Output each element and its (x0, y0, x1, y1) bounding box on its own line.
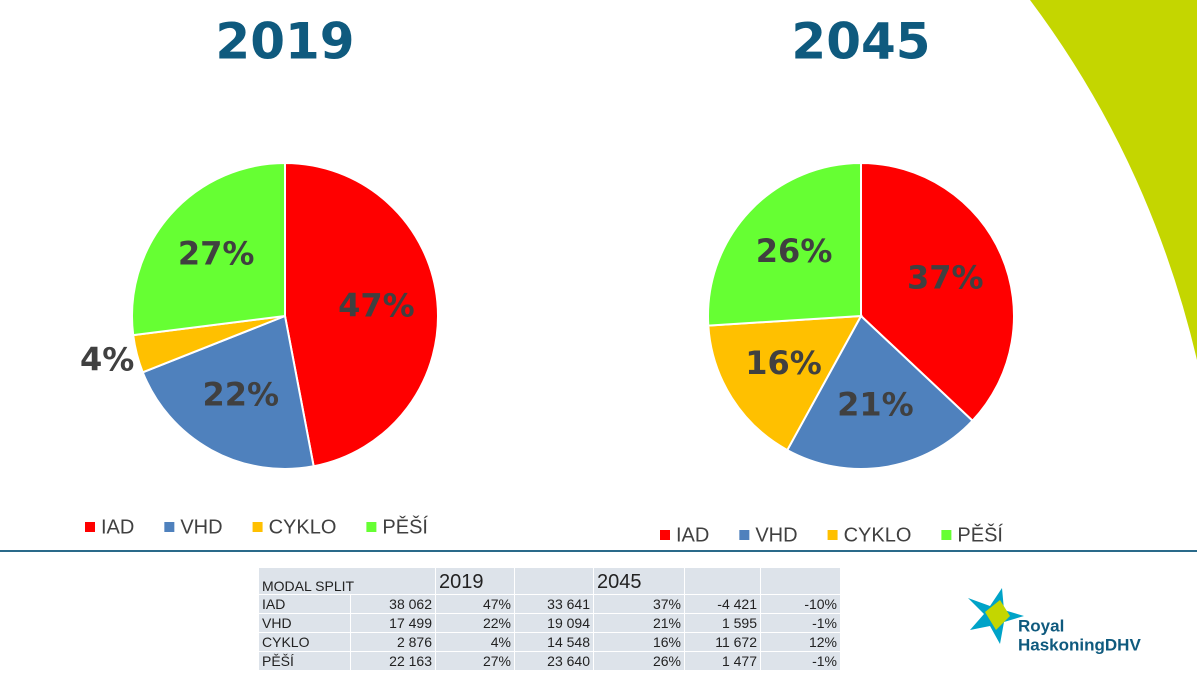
pie-slice (131, 161, 286, 337)
table-cell: 21% (593, 613, 685, 633)
data-label: 21% (837, 386, 914, 424)
table-cell: 19 094 (514, 613, 594, 633)
table-year: 2019 (435, 567, 515, 595)
data-label: 16% (745, 344, 822, 382)
pie-slice (707, 161, 862, 327)
data-label: 22% (202, 375, 279, 413)
data-label: 4% (80, 341, 134, 379)
pie-slice (707, 314, 863, 452)
legend-swatch (941, 530, 952, 540)
legend-label: CYKLO (269, 516, 337, 538)
pie-slice (141, 314, 315, 470)
legend-swatch (164, 522, 175, 532)
pie-slice (860, 161, 1015, 423)
legend-swatch (366, 522, 377, 532)
table-cell: 2 876 (350, 632, 436, 652)
table-cell: -4 421 (684, 594, 761, 614)
legend-label: VHD (755, 524, 797, 546)
table-title: MODAL SPLIT (258, 567, 436, 595)
legend-swatch (827, 530, 838, 540)
table-cell: -1% (760, 651, 841, 671)
table-year: 2045 (593, 567, 685, 595)
table-cell: 1 477 (684, 651, 761, 671)
pie-slice (785, 314, 974, 470)
table-cell: 23 640 (514, 651, 594, 671)
table-cell: 37% (593, 594, 685, 614)
table-cell: -1% (760, 613, 841, 633)
table-cell: 33 641 (514, 594, 594, 614)
table-cell: 17 499 (350, 613, 436, 633)
table-cell: -10% (760, 594, 841, 614)
legend-label: IAD (101, 516, 134, 538)
data-label: 26% (756, 232, 833, 270)
table-cell: 27% (435, 651, 515, 671)
pie-slice (284, 161, 439, 468)
table-cell: 14 548 (514, 632, 594, 652)
table-cell: 22 163 (350, 651, 436, 671)
data-label: 47% (338, 286, 415, 324)
legend-label: CYKLO (844, 524, 912, 546)
legend-label: PĚŠÍ (382, 515, 428, 538)
chart-title: 2019 (215, 13, 354, 71)
table-cell: 12% (760, 632, 841, 652)
legend-swatch (739, 530, 750, 540)
table-cell: CYKLO (257, 632, 352, 652)
legend-label: PĚŠÍ (957, 523, 1003, 546)
modal-split-table: MODAL SPLIT 2019 2045 IAD 38 062 47% 33 641 37… (257, 567, 841, 671)
legend-swatch (660, 530, 670, 540)
logo-star-inner (985, 600, 1010, 630)
legend-swatch (85, 522, 95, 532)
table-cell: 11 672 (684, 632, 761, 652)
data-label: 27% (178, 234, 255, 272)
table-cell: 22% (435, 613, 515, 633)
legend-label: IAD (676, 524, 709, 546)
table-cell: IAD (257, 594, 352, 614)
decoration (1030, 0, 1197, 360)
data-label: 37% (907, 259, 984, 297)
table-cell: 16% (593, 632, 685, 652)
logo: Royal HaskoningDHV (968, 588, 1141, 654)
logo-text: Royal (1018, 616, 1064, 635)
table-cell: 38 062 (350, 594, 436, 614)
table-cell: 4% (435, 632, 515, 652)
logo-text: HaskoningDHV (1018, 635, 1141, 654)
table-cell: 26% (593, 651, 685, 671)
table-cell: 1 595 (684, 613, 761, 633)
table-cell: VHD (257, 613, 352, 633)
legend-label: VHD (180, 516, 222, 538)
chart-title: 2045 (791, 13, 930, 71)
table-cell: 47% (435, 594, 515, 614)
legend-swatch (252, 522, 263, 532)
table-cell: PĚŠÍ (257, 651, 352, 671)
